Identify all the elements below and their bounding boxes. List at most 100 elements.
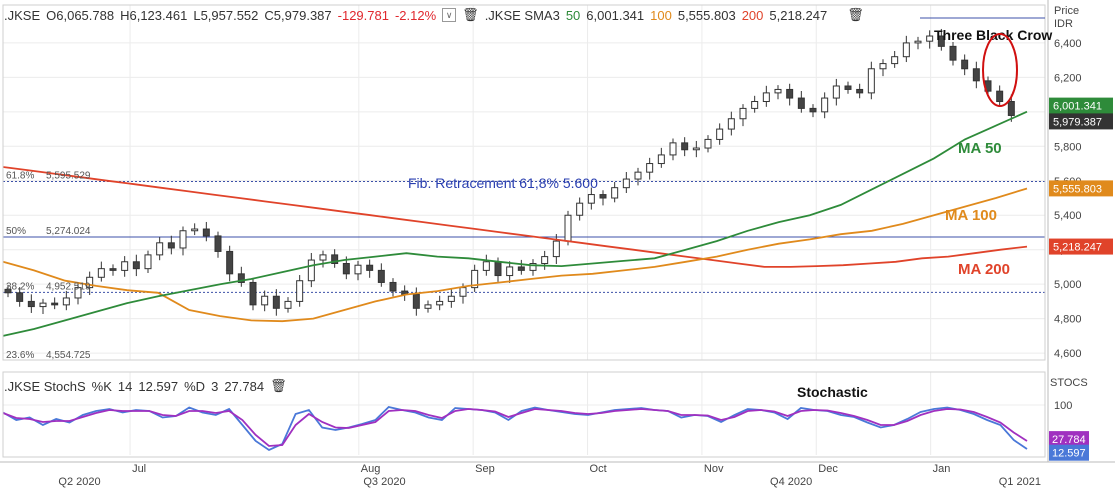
candle-body (424, 304, 432, 309)
candle-body (669, 142, 677, 156)
trash-icon[interactable]: 🗑 (847, 7, 864, 22)
candle-body (331, 254, 339, 264)
candle-body (4, 288, 12, 294)
fib-level-value: 4,554.725 (46, 350, 91, 361)
price-tick-label: 4,800 (1054, 314, 1082, 326)
stoch-d-label: %D (184, 378, 206, 394)
stochastic-panel[interactable] (2, 372, 1045, 455)
month-label: Aug (361, 463, 381, 475)
price-legend-bar: .JKSE O6,065.788 H6,123.461 L5,957.552 C… (4, 6, 864, 24)
candle-body (902, 42, 910, 58)
annotations: 61.8% 5,595.529 50% 5,274.024 38.2% 4,952.519… (6, 17, 1052, 400)
candle-body (634, 171, 642, 180)
price-tick-label: 5,000 (1054, 279, 1082, 291)
candle-body (762, 92, 770, 103)
candle-body (377, 269, 385, 283)
stoch-tag-label: 27.784 (1052, 434, 1086, 446)
price-tag (1049, 238, 1113, 255)
candle-body (622, 178, 630, 189)
candle-body (261, 295, 269, 306)
candle-body (972, 68, 980, 82)
candle-body (751, 101, 759, 109)
price-panel[interactable] (2, 5, 1045, 360)
candle-body (97, 268, 105, 278)
candle-body (576, 202, 584, 216)
candle-body (494, 261, 502, 277)
candle-body (249, 281, 257, 306)
candle-body (74, 287, 82, 299)
candle-body (144, 254, 152, 270)
sma100-length: 100 (650, 7, 672, 23)
candle-body (786, 88, 794, 99)
symbol-label: .JKSE (4, 7, 41, 23)
stoch-tag (1049, 431, 1089, 448)
candle-body (961, 59, 969, 70)
candle-body (471, 269, 479, 289)
quarter-label: Q3 2020 (363, 476, 405, 488)
quarter-label: Q4 2020 (770, 476, 812, 488)
candle-body (389, 281, 397, 292)
candle-body (62, 297, 70, 306)
candle-body (109, 268, 117, 271)
candle-body (412, 294, 420, 309)
stoch-d-line (2, 408, 1028, 447)
price-panel-frame (2, 4, 1046, 361)
candle-body (646, 163, 654, 173)
stoch-k-length: 14 (117, 378, 133, 394)
fib-annotation: Fib. Retracement 61,8% 5.600 (408, 175, 598, 191)
stoch-d-length: 3 (211, 378, 219, 394)
candle-body (27, 300, 35, 308)
candle-body (202, 228, 210, 237)
price-tick-label: 5,400 (1054, 210, 1082, 222)
candle-body (366, 264, 374, 271)
stoch-axis-title: STOCS (1050, 377, 1088, 389)
candle-body (774, 88, 782, 94)
candle-body (342, 262, 350, 275)
candle-body (296, 280, 304, 302)
month-label: Jul (132, 463, 146, 475)
stoch-tag-label: 12.597 (1052, 448, 1086, 460)
candle-body (599, 194, 607, 199)
quarter-label: Q2 2020 (58, 476, 100, 488)
candle-body (821, 97, 829, 113)
candle-body (529, 262, 537, 271)
candle-body (797, 97, 805, 109)
chevron-down-icon[interactable]: ∨ (442, 8, 457, 22)
candle-body (86, 276, 94, 289)
candle-body (867, 68, 875, 94)
sma50-length: 50 (565, 7, 581, 23)
candle-body (541, 256, 549, 264)
pattern-annotation: Three Black Crow (934, 27, 1052, 43)
candle-body (191, 228, 199, 232)
candle-body (156, 242, 164, 256)
candle-body (704, 138, 712, 149)
candle-body (926, 35, 934, 42)
candle-body (611, 187, 619, 199)
ma50-line (2, 110, 1028, 337)
change-value: -129.781 (337, 7, 389, 23)
trash-icon[interactable]: 🗑 (462, 7, 479, 22)
ma200-annotation: MA 200 (958, 261, 1010, 278)
candle-body (809, 107, 817, 113)
candle-body (319, 254, 327, 261)
candle-body (307, 259, 315, 282)
price-tick-label: 5,800 (1054, 141, 1082, 153)
month-label: Oct (590, 463, 607, 475)
month-label: Jan (933, 463, 951, 475)
price-axis-title: Price (1054, 5, 1079, 17)
price-tag (1049, 97, 1113, 114)
candle-body (891, 56, 899, 65)
sma200-value: 5,218.247 (769, 7, 828, 23)
candle-body (517, 266, 525, 271)
price-tag-label: 5,218.247 (1053, 242, 1102, 254)
stoch-k-value: 12.597 (138, 378, 179, 394)
stoch-title: Stochastic (797, 384, 868, 400)
trash-icon[interactable]: 🗑 (270, 378, 287, 393)
candle-body (16, 292, 24, 302)
low-label: L5,957.552 (193, 7, 259, 23)
candle-body (214, 235, 222, 252)
fib-level-label: 23.6% (6, 350, 34, 361)
stoch-tag (1049, 444, 1089, 461)
open-label: O6,065.788 (46, 7, 115, 23)
